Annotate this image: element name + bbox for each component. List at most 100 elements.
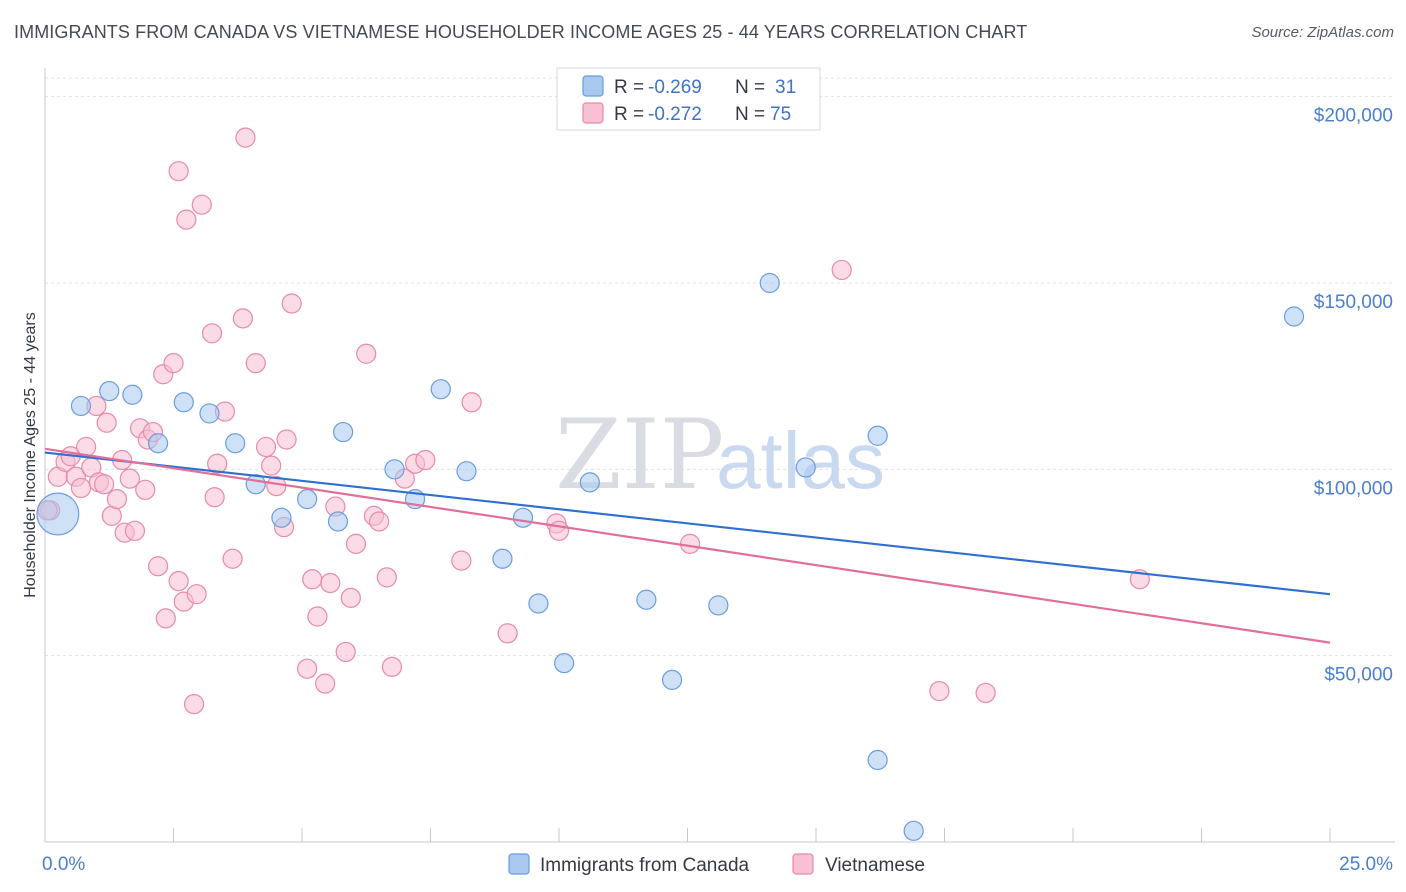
data-point-vietnamese [106,489,128,510]
stats-n-value-vietnamese: 75 [770,104,791,125]
data-point-canada [554,653,575,674]
chart-title: IMMIGRANTS FROM CANADA VS VIETNAMESE HOU… [14,22,1028,42]
data-point-canada [636,589,657,610]
data-point-vietnamese [101,505,122,527]
x-tick-label: 0.0% [42,854,85,875]
data-point-vietnamese [186,584,207,605]
data-point-canada [271,507,292,528]
data-point-vietnamese [235,127,256,148]
data-point-vietnamese [168,571,189,592]
stats-n-label: N = [735,77,765,98]
stats-legend-swatch-canada [582,75,604,97]
data-point-canada [867,749,888,771]
x-tick-label: 25.0% [1339,854,1393,875]
data-point-canada [867,425,888,446]
data-point-canada [70,395,92,417]
tick-labels: $50,000 $100,000 $150,000 $200,000 0.0% 25.0% [42,106,1393,875]
y-tick-label: $150,000 [1314,292,1393,313]
data-point-vietnamese [376,567,397,588]
data-point-vietnamese [929,680,950,702]
watermark-zip: ZIP [555,399,724,511]
data-point-vietnamese [369,511,390,532]
stats-n-value-canada: 31 [775,77,796,98]
data-point-canada [99,380,120,402]
data-point-vietnamese [975,682,996,704]
data-point-vietnamese [124,520,146,541]
stats-r-label: R = [614,77,644,98]
y-tick-label: $50,000 [1324,665,1393,686]
data-point-vietnamese [70,477,92,499]
trend-line-vietnamese [44,447,1331,644]
data-point-vietnamese [461,392,482,413]
data-point-canada [903,820,924,841]
y-tick-label: $100,000 [1314,478,1393,499]
data-point-canada [661,669,683,690]
data-point-vietnamese [163,353,184,374]
data-point-canada [456,461,477,482]
data-point-vietnamese [335,641,356,663]
data-point-vietnamese [451,550,472,571]
axes [44,68,1395,843]
legend-label-canada: Immigrants from Canada [540,855,750,876]
data-point-vietnamese [297,658,318,679]
data-point-canada [36,492,80,536]
data-point-canada [795,457,816,478]
data-point-canada [759,272,780,294]
data-point-canada [173,392,194,413]
data-point-vietnamese [831,259,852,281]
data-point-canada [384,459,405,480]
stats-r-value-vietnamese: -0.272 [648,104,702,125]
data-point-vietnamese [232,308,253,329]
data-point-vietnamese [497,623,518,644]
data-point-vietnamese [155,608,176,629]
data-point-vietnamese [415,449,436,471]
data-point-vietnamese [207,453,228,474]
data-point-vietnamese [222,548,243,569]
data-point-vietnamese [135,479,156,500]
data-point-vietnamese [679,533,701,554]
data-point-vietnamese [96,412,117,433]
data-point-vietnamese [147,556,169,577]
data-point-vietnamese [94,474,115,495]
data-point-vietnamese [320,572,341,594]
data-point-vietnamese [201,323,223,344]
data-point-canada [225,433,246,454]
stats-legend-swatch-vietnamese [582,102,604,124]
data-point-vietnamese [168,161,189,182]
data-point-vietnamese [281,293,302,314]
data-point-canada [327,511,349,532]
data-point-vietnamese [204,487,225,508]
stats-r-label: R = [614,104,644,125]
data-point-canada [122,384,143,405]
data-point-vietnamese [245,353,266,374]
data-point-vietnamese [340,587,361,608]
series-legend: Immigrants from Canada Vietnamese [508,853,925,876]
data-point-canada [199,403,220,424]
legend-swatch-canada [508,853,530,875]
data-point-canada [512,507,534,528]
data-point-canada [492,548,513,569]
stats-n-label: N = [735,104,765,125]
data-point-canada [708,595,729,616]
y-axis-label: Householder Income Ages 25 - 44 years [22,312,39,598]
data-point-canada [528,593,549,614]
trend-line-canada [44,451,1331,596]
data-point-canada [430,379,451,400]
data-point-vietnamese [191,194,212,215]
data-point-vietnamese [315,673,336,694]
data-point-vietnamese [183,694,205,715]
stats-legend: R = -0.269 N = 31 R = -0.272 N = 75 [556,67,821,131]
legend-label-vietnamese: Vietnamese [825,855,925,876]
trend-lines [44,447,1331,644]
data-point-vietnamese [548,520,570,541]
data-point-canada [297,489,318,510]
data-point-vietnamese [255,436,277,458]
data-point-vietnamese [345,533,367,554]
data-point-vietnamese [119,468,140,489]
data-point-vietnamese [302,569,323,590]
series-vietnamese-points [37,127,1150,715]
legend-swatch-vietnamese [792,853,814,875]
watermark: ZIP atlas [555,399,885,511]
stats-r-value-canada: -0.269 [648,77,702,98]
